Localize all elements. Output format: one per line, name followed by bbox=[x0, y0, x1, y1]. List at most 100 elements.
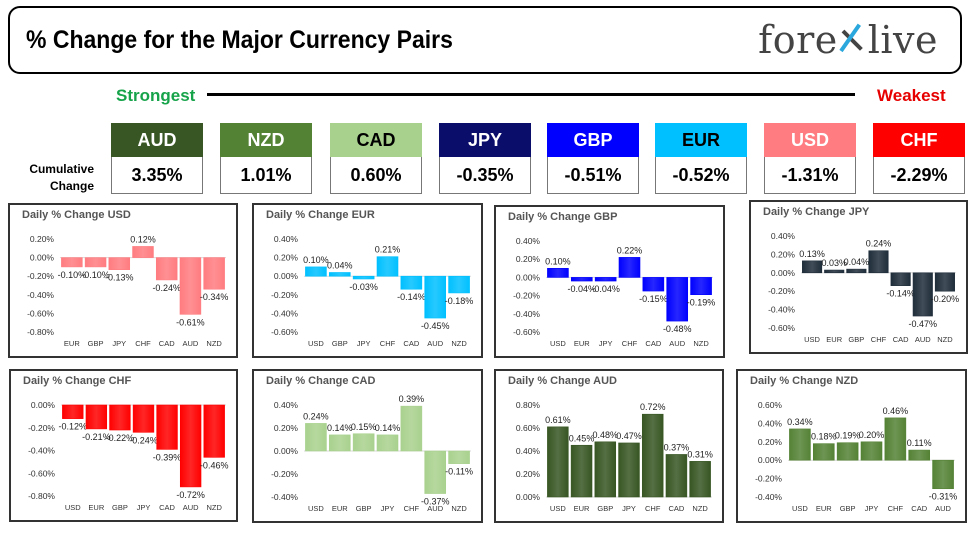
x-category-label: CHF bbox=[888, 504, 904, 513]
daily-change-chart: Daily % Change EUR 0.40% 0.20% 0.00% -0.20% -… bbox=[252, 203, 483, 358]
x-category-label: JPY bbox=[622, 504, 636, 513]
bar-data-label: 0.11% bbox=[907, 438, 932, 448]
y-tick-label: 0.20% bbox=[758, 437, 783, 447]
y-tick-label: 0.40% bbox=[274, 234, 299, 244]
bar-data-label: 0.14% bbox=[375, 423, 401, 433]
bar bbox=[328, 272, 351, 277]
logo-text-right: live bbox=[867, 18, 938, 62]
x-category-label: JPY bbox=[112, 339, 126, 348]
bar bbox=[156, 404, 178, 450]
daily-change-chart: Daily % Change CHF 0.00% -0.20% -0.40% -0.60… bbox=[9, 369, 238, 522]
bar bbox=[665, 454, 688, 498]
x-category-label: EUR bbox=[816, 504, 832, 513]
bar-data-label: -0.15% bbox=[639, 294, 668, 304]
x-category-label: GBP bbox=[356, 504, 372, 513]
bar-data-label: 0.22% bbox=[617, 245, 643, 255]
bar bbox=[132, 246, 154, 258]
bar-chart-svg: 0.60% 0.40% 0.20% 0.00% -0.20% -0.40% 0.34% USD… bbox=[755, 400, 958, 513]
x-category-label: AUD bbox=[183, 339, 199, 348]
bar-chart-svg: 0.80% 0.60% 0.40% 0.20% 0.00% 0.61% USD 0.45% EU… bbox=[516, 400, 713, 513]
cumulative-change-label: Cumulative Change bbox=[29, 162, 94, 193]
bar bbox=[305, 423, 327, 452]
bar bbox=[203, 257, 225, 290]
bar-data-label: -0.04% bbox=[568, 284, 597, 294]
x-category-label: AUD bbox=[915, 335, 931, 344]
bar-data-label: 0.39% bbox=[399, 394, 425, 404]
y-tick-label: 0.20% bbox=[30, 234, 55, 244]
page-title: % Change for the Major Currency Pairs bbox=[26, 26, 453, 54]
x-category-label: NZD bbox=[451, 504, 467, 513]
bar bbox=[179, 404, 202, 488]
bar bbox=[884, 417, 907, 461]
x-category-label: CAD bbox=[645, 339, 661, 348]
daily-change-chart: Daily % Change NZD 0.60% 0.40% 0.20% 0.00% -0… bbox=[736, 369, 967, 523]
x-category-label: GBP bbox=[332, 339, 348, 348]
bar bbox=[352, 433, 375, 452]
daily-change-chart: Daily % Change AUD 0.80% 0.60% 0.40% 0.20% 0.… bbox=[494, 369, 724, 523]
bar-data-label: 0.72% bbox=[640, 402, 666, 412]
currency-tile-eur: EUR -0.52% bbox=[655, 123, 747, 196]
y-tick-label: -0.40% bbox=[27, 290, 54, 300]
bar-data-label: -0.12% bbox=[59, 422, 88, 432]
bar-chart-svg: 0.40% 0.20% 0.00% -0.20% -0.40% -0.60% 0.10% US… bbox=[513, 236, 715, 348]
bar-data-label: 0.48% bbox=[593, 430, 619, 440]
bar-chart-svg: 0.20% 0.00% -0.20% -0.40% -0.60% -0.80% -0.10%… bbox=[27, 234, 228, 348]
weakest-label: Weakest bbox=[877, 86, 946, 105]
bar-data-label: 0.21% bbox=[375, 245, 401, 255]
x-category-label: NZD bbox=[937, 335, 953, 344]
bar-data-label: 0.18% bbox=[811, 432, 837, 442]
bar-data-label: -0.24% bbox=[129, 435, 158, 445]
x-category-label: USD bbox=[308, 339, 324, 348]
bar bbox=[155, 257, 178, 281]
bar-data-label: 0.03% bbox=[821, 258, 847, 268]
currency-code: GBP bbox=[547, 123, 639, 157]
x-category-label: AUD bbox=[183, 503, 199, 512]
x-category-label: CAD bbox=[669, 504, 685, 513]
currency-tile-jpy: JPY -0.35% bbox=[439, 123, 531, 196]
bar bbox=[690, 277, 712, 295]
y-tick-label: -0.20% bbox=[271, 290, 298, 300]
x-category-label: GBP bbox=[597, 504, 613, 513]
y-tick-label: -0.40% bbox=[271, 492, 298, 502]
y-tick-label: -0.80% bbox=[28, 491, 55, 501]
y-tick-label: -0.20% bbox=[28, 423, 55, 433]
cumulative-change-value: -1.31% bbox=[764, 157, 856, 194]
bar bbox=[376, 434, 399, 452]
bar bbox=[908, 449, 931, 461]
currency-tile-cad: CAD 0.60% bbox=[330, 123, 422, 196]
x-category-label: USD bbox=[65, 503, 81, 512]
bar-data-label: -0.10% bbox=[58, 270, 87, 280]
y-tick-label: 0.00% bbox=[274, 271, 299, 281]
y-tick-label: 0.40% bbox=[516, 446, 541, 456]
bar bbox=[448, 450, 470, 464]
bar bbox=[890, 272, 911, 286]
chart-title: Daily % Change AUD bbox=[508, 375, 618, 387]
currency-code: JPY bbox=[439, 123, 531, 157]
bar-data-label: -0.61% bbox=[176, 317, 205, 327]
currency-code: CHF bbox=[873, 123, 965, 157]
x-category-label: EUR bbox=[64, 339, 80, 348]
currency-tile-chf: CHF -2.29% bbox=[873, 123, 965, 196]
bar-data-label: -0.31% bbox=[929, 492, 958, 502]
currency-tile-nzd: NZD 1.01% bbox=[220, 123, 312, 196]
x-category-label: USD bbox=[308, 504, 324, 513]
bar-data-label: 0.19% bbox=[835, 431, 861, 441]
bar bbox=[352, 275, 375, 280]
y-tick-label: 0.40% bbox=[274, 400, 299, 410]
x-category-label: NZD bbox=[207, 503, 223, 512]
y-tick-label: 0.00% bbox=[771, 268, 796, 278]
y-tick-label: 0.40% bbox=[758, 418, 783, 428]
x-category-label: GBP bbox=[840, 504, 856, 513]
currency-tile-gbp: GBP -0.51% bbox=[547, 123, 639, 196]
bar-data-label: 0.34% bbox=[787, 417, 813, 427]
forexlive-logo: fore live bbox=[758, 18, 938, 62]
y-tick-label: -0.20% bbox=[513, 291, 540, 301]
bar-data-label: 0.31% bbox=[687, 449, 713, 459]
x-category-label: CHF bbox=[404, 504, 420, 513]
y-tick-label: -0.40% bbox=[768, 305, 795, 315]
bar bbox=[666, 277, 689, 322]
chart-title: Daily % Change USD bbox=[22, 209, 131, 221]
x-category-label: GBP bbox=[88, 339, 104, 348]
x-category-label: CHF bbox=[135, 339, 151, 348]
x-category-label: CAD bbox=[403, 339, 419, 348]
